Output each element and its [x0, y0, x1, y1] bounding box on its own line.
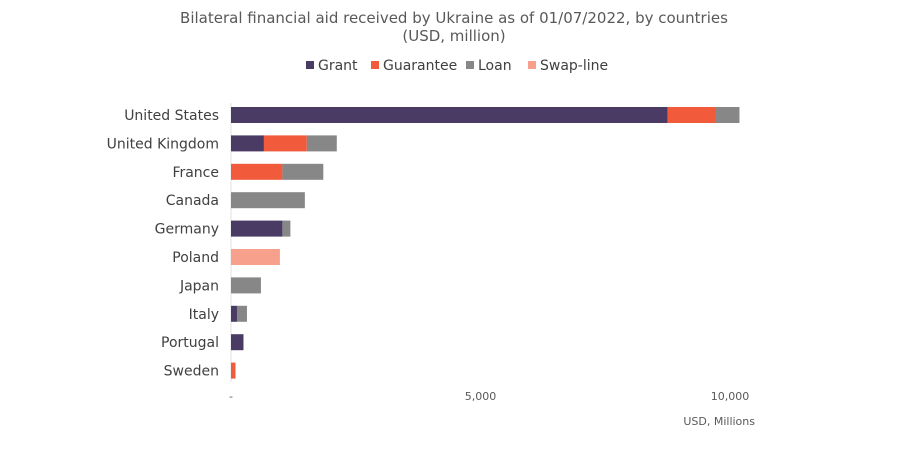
bar-italy-grant: [231, 305, 237, 322]
bar-germany-grant: [231, 220, 283, 237]
bar-sweden-guarantee: [231, 362, 236, 379]
x-axis-unit-label: USD, Millions: [683, 415, 755, 428]
legend-label-grant: Grant: [318, 58, 358, 74]
category-label-canada: Canada: [166, 193, 219, 209]
legend-swatch-swap-line: [528, 61, 536, 69]
bar-canada-loan: [231, 192, 305, 209]
category-label-poland: Poland: [172, 250, 219, 266]
bar-united-kingdom-guarantee: [263, 135, 307, 152]
bar-united-kingdom-grant: [231, 135, 264, 152]
legend-swatch-grant: [306, 61, 314, 69]
x-tick-label-2: 10,000: [711, 390, 750, 403]
legend-swatch-loan: [466, 61, 474, 69]
bar-united-states-grant: [231, 107, 668, 123]
category-label-france: France: [172, 165, 219, 181]
bar-portugal-grant: [231, 334, 244, 351]
legend: Grant Guarantee Loan Swap-line: [306, 58, 608, 74]
category-label-united-kingdom: United Kingdom: [107, 136, 219, 152]
category-label-japan: Japan: [179, 278, 219, 294]
legend-swatch-guarantee: [371, 61, 379, 69]
bar-united-states-loan: [716, 107, 740, 123]
legend-label-guarantee: Guarantee: [383, 58, 457, 74]
bars: [231, 107, 740, 379]
legend-label-swap-line: Swap-line: [540, 58, 608, 74]
bar-united-states-guarantee: [667, 107, 717, 123]
category-label-united-states: United States: [124, 108, 219, 124]
bar-france-loan: [282, 163, 324, 180]
category-labels: United States United Kingdom France Canada G…: [107, 108, 219, 380]
category-label-germany: Germany: [155, 222, 219, 238]
category-label-sweden: Sweden: [164, 364, 219, 380]
bar-france-guarantee: [231, 163, 283, 180]
chart-title-line-2: (USD, million): [402, 27, 505, 45]
legend-label-loan: Loan: [478, 58, 512, 74]
category-label-portugal: Portugal: [161, 335, 219, 351]
chart-title-line-1: Bilateral financial aid received by Ukra…: [180, 9, 728, 27]
bar-united-kingdom-loan: [306, 135, 337, 152]
category-label-italy: Italy: [189, 307, 219, 323]
bar-italy-loan: [236, 305, 247, 322]
x-tick-label-0: -: [229, 390, 233, 403]
bar-japan-loan: [231, 277, 261, 294]
bar-poland-swap-line: [231, 249, 280, 265]
x-axis-ticks: - 5,000 10,000: [229, 390, 749, 403]
x-tick-label-1: 5,000: [465, 390, 497, 403]
bar-germany-loan: [282, 220, 291, 237]
